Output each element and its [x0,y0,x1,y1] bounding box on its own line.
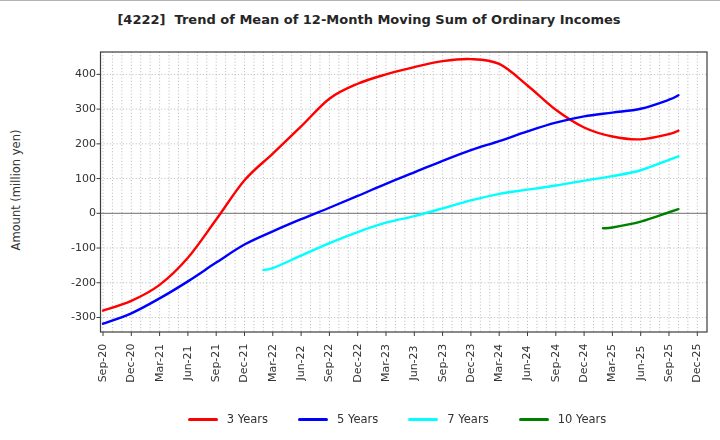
legend-item: 10 Years [519,412,607,426]
legend-line-swatch [408,418,438,421]
legend-item: 5 Years [298,412,378,426]
y-tick-label: -100 [36,241,96,255]
legend-item: 7 Years [408,412,488,426]
legend-label: 7 Years [447,412,488,426]
x-tick-label: Dec-23 [463,335,479,391]
y-tick-label: -300 [36,310,96,324]
x-tick-label: Dec-20 [123,335,139,391]
legend-line-swatch [188,418,218,421]
x-tick-label: Sep-22 [321,335,337,391]
x-tick-label: Dec-22 [350,335,366,391]
x-tick-label: Dec-25 [689,335,705,391]
y-tick-label: 200 [36,137,96,151]
x-tick-label: Mar-21 [152,335,168,391]
legend-line-swatch [519,418,549,421]
y-tick-label: -200 [36,276,96,290]
x-tick-label: Mar-25 [604,335,620,391]
x-tick-label: Jun-25 [633,335,649,391]
legend-line-swatch [298,418,328,421]
x-tick-label: Sep-23 [435,335,451,391]
x-tick-label: Sep-25 [661,335,677,391]
x-tick-label: Mar-22 [265,335,281,391]
y-tick-label: 400 [36,67,96,81]
x-tick-label: Jun-24 [519,335,535,391]
x-tick-label: Jun-23 [406,335,422,391]
legend-label: 5 Years [337,412,378,426]
x-tick-label: Dec-24 [576,335,592,391]
y-tick-label: 100 [36,172,96,186]
x-tick-label: Jun-22 [293,335,309,391]
legend-item: 3 Years [188,412,268,426]
x-tick-label: Mar-23 [378,335,394,391]
legend-label: 10 Years [558,412,607,426]
x-tick-label: Sep-21 [208,335,224,391]
y-tick-label: 300 [36,102,96,116]
x-tick-label: Jun-21 [180,335,196,391]
y-tick-label: 0 [36,206,96,220]
legend-label: 3 Years [227,412,268,426]
legend: 3 Years 5 Years 7 Years 10 Years [37,407,720,431]
x-tick-label: Dec-21 [236,335,252,391]
x-tick-label: Sep-24 [548,335,564,391]
x-tick-label: Sep-20 [95,335,111,391]
chart-window: [4222] Trend of Mean of 12-Month Moving … [0,0,720,440]
x-tick-label: Mar-24 [491,335,507,391]
